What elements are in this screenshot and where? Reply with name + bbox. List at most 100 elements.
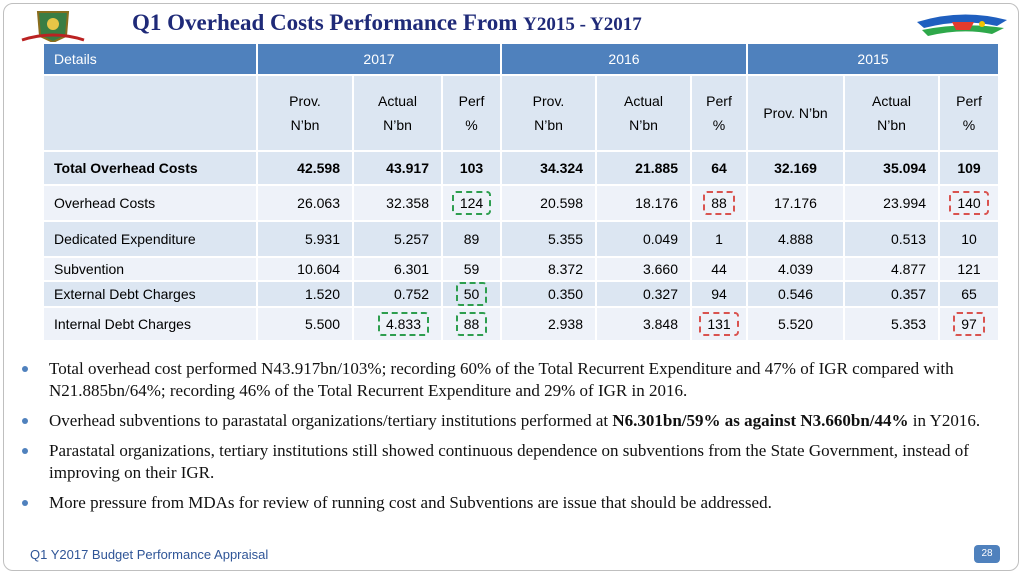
subheader-text: %: [712, 117, 726, 133]
row-label: Dedicated Expenditure: [42, 220, 258, 258]
cell-value: 0.513: [890, 231, 926, 247]
cell-value: 103: [459, 160, 484, 176]
data-cell: 5.931: [256, 220, 354, 258]
header-row: Details 2017 2016 2015: [42, 42, 1000, 76]
subheader-cell: Actual N’bn: [843, 74, 940, 152]
cell-value: 6.301: [393, 261, 429, 277]
data-cell: 2.938: [500, 306, 597, 342]
cell-value: 35.094: [883, 160, 926, 176]
subheader-text: N’bn: [383, 117, 412, 133]
data-cell: 8.372: [500, 256, 597, 282]
bullet-text: in Y2016.: [908, 411, 981, 430]
data-cell: 32.358: [352, 184, 443, 222]
cell-value: 0.327: [642, 286, 678, 302]
data-cell: 0.327: [595, 280, 692, 308]
data-cell: 0.357: [843, 280, 940, 308]
data-cell: 1: [690, 220, 748, 258]
cell-value: 109: [957, 160, 981, 176]
cell-value: 88: [703, 191, 735, 215]
cell-value: 4.039: [777, 261, 814, 277]
subheader-text: N’bn: [629, 117, 658, 133]
cell-value: 34.324: [540, 160, 583, 176]
cell-value: 97: [953, 312, 985, 336]
data-row: Dedicated Expenditure 5.931 5.257 89 5.355 0.…: [42, 220, 1000, 258]
row-label: Overhead Costs: [42, 184, 258, 222]
subheader-cell: Perf%: [938, 74, 1000, 152]
cell-value: 20.598: [540, 195, 583, 211]
cell-value: 0.350: [547, 286, 583, 302]
cell-value: 43.917: [386, 160, 429, 176]
data-cell: 103: [441, 150, 502, 186]
bullet: Total overhead cost performed N43.917bn/…: [22, 358, 992, 402]
subheader-text: Prov. N’bn: [763, 105, 828, 121]
cell-value: 124: [451, 191, 492, 215]
cell-value: 21.885: [635, 160, 678, 176]
data-cell: 0.049: [595, 220, 692, 258]
bullet: Parastatal organizations, tertiary insti…: [22, 440, 992, 484]
data-cell: 4.877: [843, 256, 940, 282]
data-cell: 0.513: [843, 220, 940, 258]
cell-value: 0.752: [393, 286, 429, 302]
subheader-text: Perf: [956, 93, 982, 109]
data-cell: 97: [938, 306, 1000, 342]
bullet-emphasis: N6.301bn/59% as against N3.660bn/44%: [612, 411, 909, 430]
data-cell: 5.500: [256, 306, 354, 342]
cell-value: 1: [715, 231, 723, 247]
subheader-text: Prov.: [289, 93, 321, 109]
cell-value: 131: [699, 312, 739, 336]
data-cell: 50: [441, 280, 502, 308]
cell-value: 0.546: [777, 286, 814, 302]
subheader-text: N’bn: [877, 117, 906, 133]
data-cell: 32.169: [746, 150, 845, 186]
cell-value: 3.660: [642, 261, 678, 277]
subheader-cell: [42, 74, 258, 152]
cell-value: 64: [711, 160, 727, 176]
data-cell: 59: [441, 256, 502, 282]
cell-value: 5.355: [547, 231, 583, 247]
cell-value: 5.500: [304, 316, 340, 332]
header-cell: 2015: [746, 42, 1000, 76]
data-cell: 3.848: [595, 306, 692, 342]
subheader-cell: Prov. N’bn: [746, 74, 845, 152]
cell-value: 0.049: [642, 231, 678, 247]
subheader-cell: Actual N’bn: [352, 74, 443, 152]
bullet-list: Total overhead cost performed N43.917bn/…: [22, 358, 992, 522]
data-cell: 89: [441, 220, 502, 258]
cell-value: 4.877: [890, 261, 926, 277]
slide-title: Q1 Overhead Costs Performance From Y2015…: [132, 10, 642, 36]
data-cell: 44: [690, 256, 748, 282]
subheader-text: Perf: [706, 93, 732, 109]
subheader-text: Perf: [458, 93, 485, 109]
bullet-text: Overhead subventions to parastatal organ…: [49, 411, 613, 430]
cell-value: 5.931: [304, 231, 340, 247]
cell-value: 32.169: [774, 160, 817, 176]
subheader-text: N’bn: [290, 117, 320, 133]
data-cell: 3.660: [595, 256, 692, 282]
state-logo: [21, 11, 85, 44]
cell-value: 23.994: [883, 195, 926, 211]
cell-value: 26.063: [297, 195, 340, 211]
data-cell: 18.176: [595, 184, 692, 222]
data-cell: 6.301: [352, 256, 443, 282]
cell-value: 10: [961, 231, 977, 247]
subheader-text: Actual: [624, 93, 663, 109]
data-cell: 1.520: [256, 280, 354, 308]
cell-value: 2.938: [547, 316, 583, 332]
data-row: Overhead Costs 26.063 32.358 124 20.598 18.17…: [42, 184, 1000, 222]
data-row: Internal Debt Charges 5.500 4.833 88 2.938 3.…: [42, 306, 1000, 342]
cell-value: 94: [711, 286, 727, 302]
data-cell: 17.176: [746, 184, 845, 222]
header-cell: 2016: [500, 42, 748, 76]
data-cell: 64: [690, 150, 748, 186]
cell-value: 50: [455, 283, 488, 305]
subheader-text: Actual: [872, 93, 911, 109]
subheader-cell: Prov. N’bn: [500, 74, 597, 152]
cell-value: 4.833: [377, 312, 429, 336]
slide-frame: [3, 3, 1019, 571]
cell-value: 32.358: [386, 195, 429, 211]
data-cell: 5.355: [500, 220, 597, 258]
cell-value: 0.357: [890, 286, 926, 302]
data-cell: 88: [690, 184, 748, 222]
page-number: 28: [974, 545, 1000, 563]
